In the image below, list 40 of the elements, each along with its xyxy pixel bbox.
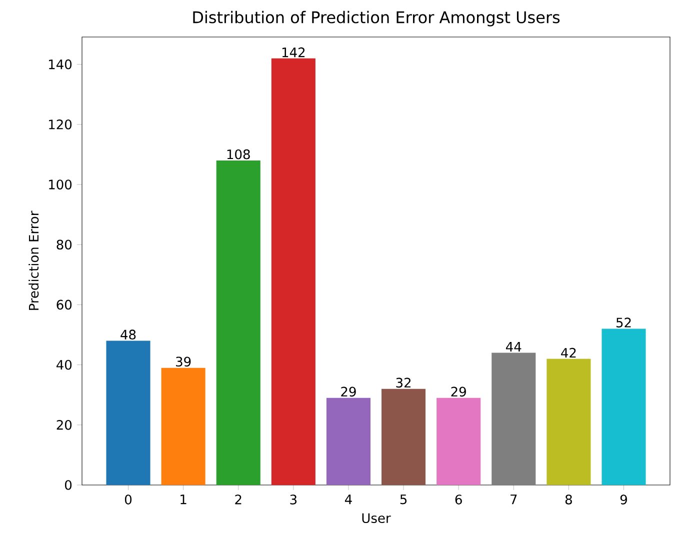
bar: [602, 328, 646, 485]
x-tick-label: 1: [180, 494, 186, 504]
data-label: 42: [561, 348, 576, 358]
bar: [216, 160, 260, 485]
x-tick-label: 9: [620, 494, 627, 504]
bar: [271, 58, 316, 485]
data-label: 29: [451, 386, 466, 397]
x-tick-label: 2: [235, 494, 242, 504]
y-tick-label: 40: [56, 360, 72, 370]
bar: [382, 388, 426, 485]
x-tick-label: 8: [565, 494, 572, 504]
bar: [161, 368, 206, 485]
data-label: 108: [227, 149, 250, 160]
x-tick-label: 7: [510, 494, 517, 504]
x-tick-label: 4: [344, 494, 352, 504]
data-label: 52: [616, 318, 631, 328]
y-axis-title: Prediction Error: [28, 210, 39, 310]
x-tick-label: 3: [290, 494, 297, 504]
data-label: 48: [120, 330, 136, 340]
y-tick-label: 60: [56, 300, 72, 310]
data-label: 142: [282, 47, 305, 58]
y-tick-label: 100: [49, 180, 72, 190]
bar: [546, 358, 591, 485]
data-label: 32: [396, 378, 410, 388]
bar: [106, 340, 150, 485]
chart-title: Distribution of Prediction Error Amongst Users: [193, 10, 560, 26]
y-tick-label: 140: [49, 59, 72, 70]
y-tick-label: 0: [64, 480, 72, 490]
data-label: 29: [341, 386, 356, 397]
x-axis-title: User: [362, 513, 391, 524]
data-label: 44: [506, 342, 522, 352]
y-tick-label: 20: [56, 420, 72, 430]
bar: [326, 398, 370, 485]
y-tick-label: 80: [56, 240, 72, 250]
x-tick-label: 0: [124, 494, 132, 504]
bar: [436, 398, 481, 485]
data-label: 39: [176, 356, 191, 367]
y-tick-label: 120: [49, 120, 72, 130]
x-tick-label: 6: [455, 494, 462, 504]
x-tick-label: 5: [400, 494, 407, 504]
